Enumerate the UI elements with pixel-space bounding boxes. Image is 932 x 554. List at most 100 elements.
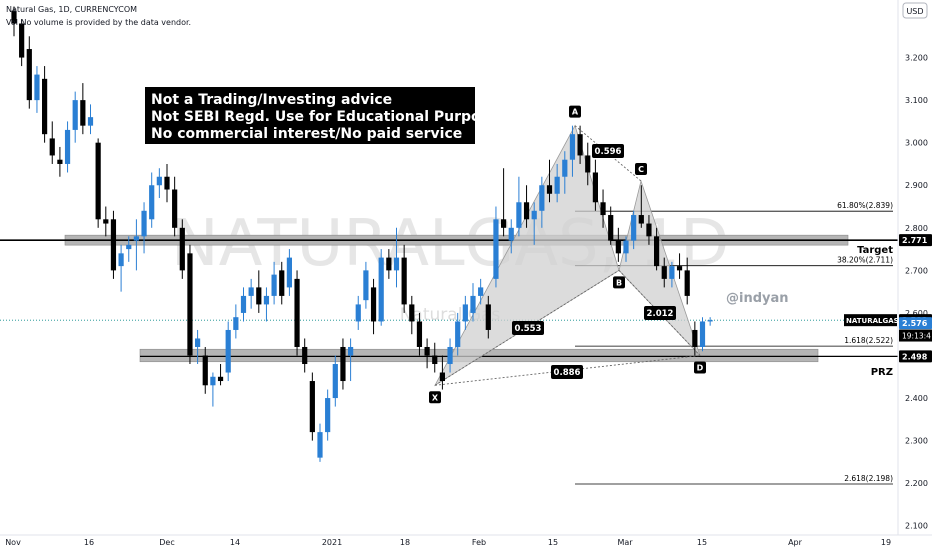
- candle-body: [378, 257, 384, 322]
- overlay-layer: Natural Gas, 1D, CURRENCYCOM Vol No volu…: [6, 2, 928, 306]
- candle-body: [217, 376, 224, 382]
- disclaimer-box: Not a Trading/Investing advice Not SEBI …: [145, 87, 498, 144]
- candle-body: [11, 10, 17, 24]
- fib-level-label: 2.618(2.198): [844, 474, 893, 483]
- y-tick-label: 2.100: [905, 522, 928, 531]
- candle-body: [424, 346, 430, 356]
- x-tick-label: 16: [84, 538, 94, 547]
- candle-body: [164, 176, 170, 190]
- candle-body: [386, 257, 392, 271]
- candle-body: [646, 223, 652, 237]
- candle-body: [592, 172, 598, 203]
- pattern-point-label: D: [697, 363, 704, 372]
- pattern-point-label: B: [616, 278, 622, 287]
- candle-body: [294, 278, 300, 347]
- pattern-ratio-line: [618, 270, 701, 356]
- candle-body: [355, 304, 361, 322]
- candle-body: [72, 100, 78, 130]
- candle-body: [661, 266, 667, 279]
- pattern-ratio-badge: [551, 365, 583, 379]
- candle-body: [80, 100, 86, 126]
- candle-body: [370, 287, 377, 322]
- candle-body: [202, 355, 208, 386]
- candle-body: [340, 346, 346, 382]
- x-tick-label: 19: [881, 538, 891, 547]
- x-tick-label: 2021: [322, 538, 342, 547]
- candle-body: [638, 215, 644, 224]
- pattern-point-badge: [694, 361, 706, 374]
- candle-body: [309, 381, 315, 433]
- x-tick-label: Mar: [617, 538, 633, 547]
- candle-body: [600, 202, 606, 216]
- pattern-point-badge: [429, 391, 441, 404]
- candle-body: [447, 346, 453, 365]
- candle-body: [42, 78, 48, 135]
- y-tick-label: 2.900: [905, 181, 928, 190]
- candle-body: [279, 270, 285, 296]
- pattern-ratio-label: 0.553: [515, 324, 542, 334]
- symbol-title: Natural Gas, 1D, CURRENCYCOM: [6, 5, 137, 14]
- candle-body: [546, 185, 553, 194]
- prz-label: PRZ: [871, 367, 893, 378]
- candle-body: [409, 304, 415, 322]
- pattern-point-label: A: [572, 108, 579, 117]
- pattern-point-badge: [635, 162, 647, 175]
- candle-body: [248, 287, 254, 296]
- candle-body: [179, 227, 185, 271]
- candle-body: [577, 134, 583, 156]
- currency-badge[interactable]: USD: [902, 2, 928, 19]
- pattern-point-label: C: [638, 165, 644, 174]
- candle-body: [654, 236, 660, 267]
- x-tick-label: Feb: [472, 538, 486, 547]
- fib-level-label: 61.80%(2.839): [837, 201, 893, 210]
- candle-body: [26, 49, 32, 101]
- candle-body: [699, 321, 706, 347]
- pattern-point-label: X: [432, 393, 439, 402]
- currency-label: USD: [906, 7, 923, 16]
- candle-body: [103, 219, 109, 224]
- pattern-point-badge: [569, 105, 581, 118]
- candle-body: [271, 274, 277, 296]
- candle-body: [623, 240, 629, 254]
- harmonic-pattern: X A B C D 0.596 0.553 2.012 0.886: [429, 105, 706, 404]
- candle-body: [233, 317, 239, 330]
- y-tick-label: 3.200: [905, 54, 928, 63]
- candle-body: [286, 257, 292, 288]
- candle-body: [585, 155, 591, 173]
- candle-body: [615, 240, 621, 254]
- countdown-label: 19:13:4: [902, 332, 931, 341]
- candle-body: [225, 329, 231, 373]
- countdown-badge: [899, 329, 932, 342]
- disclaimer-line-3: No commercial interest/No paid service: [151, 126, 462, 142]
- x-tick-label: 15: [697, 538, 707, 547]
- levels-layer: 61.80%(2.839) 38.20%(2.711) 1.618(2.522) 2.…: [0, 201, 898, 485]
- price-tag-label: 2.576: [902, 319, 928, 328]
- candle-body: [462, 304, 468, 322]
- x-tick-label: Dec: [159, 538, 174, 547]
- price-tag-label: 2.498: [902, 352, 928, 361]
- candle-body: [707, 320, 713, 322]
- candle-body: [64, 129, 71, 164]
- candle-body: [118, 253, 124, 267]
- candle-body: [156, 176, 162, 186]
- candle-body: [19, 23, 25, 58]
- candle-body: [493, 219, 499, 279]
- pattern-ratio-badge: [512, 321, 544, 335]
- price-tag: [899, 350, 932, 363]
- pattern-ratio-label: 0.886: [554, 368, 581, 378]
- candle-body: [126, 244, 132, 250]
- pattern-ratio-badge: [592, 144, 624, 158]
- candle-body: [172, 189, 178, 228]
- candle-body: [501, 219, 507, 228]
- x-tick-label: Nov: [5, 538, 21, 547]
- candle-body: [669, 266, 675, 279]
- candle-body: [210, 376, 216, 386]
- candles-layer: [11, 6, 713, 462]
- candle-body: [95, 142, 101, 220]
- pattern-ratio-label: 2.012: [647, 309, 674, 319]
- candle-body: [539, 185, 545, 211]
- candle-body: [263, 295, 270, 305]
- x-tick-label: Apr: [788, 538, 803, 547]
